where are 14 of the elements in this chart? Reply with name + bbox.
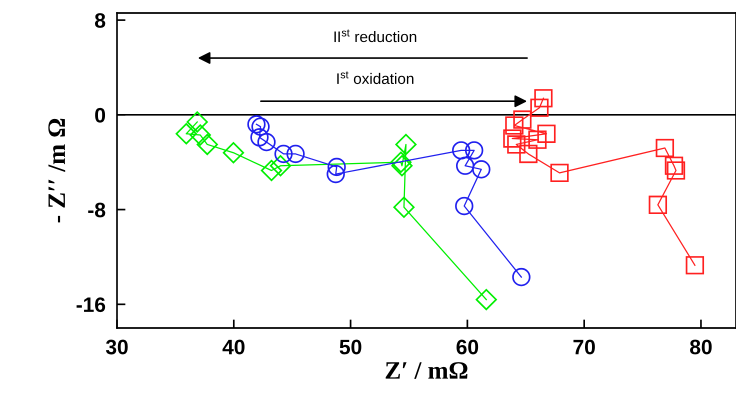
annotation: I$^{st}$ oxidation xyxy=(337,71,414,84)
y-tick-label: 8 xyxy=(94,13,106,28)
y-axis-title: - Z′′ /m Ω xyxy=(48,118,66,222)
x-axis-title: Z′ / mΩ xyxy=(386,362,468,379)
x-tick-label: 70 xyxy=(573,340,595,354)
y-tick-label: 0 xyxy=(95,108,106,123)
annotation: II$^{st}$ reduction xyxy=(334,29,416,42)
x-tick-label: 30 xyxy=(106,340,128,354)
y-tick-label: -16 xyxy=(76,297,106,312)
x-tick-label: 80 xyxy=(690,340,712,354)
x-tick-label: 50 xyxy=(340,340,362,354)
x-tick-label: 60 xyxy=(456,340,478,354)
x-tick-label: 40 xyxy=(222,340,245,354)
y-tick-label: -8 xyxy=(88,202,106,218)
